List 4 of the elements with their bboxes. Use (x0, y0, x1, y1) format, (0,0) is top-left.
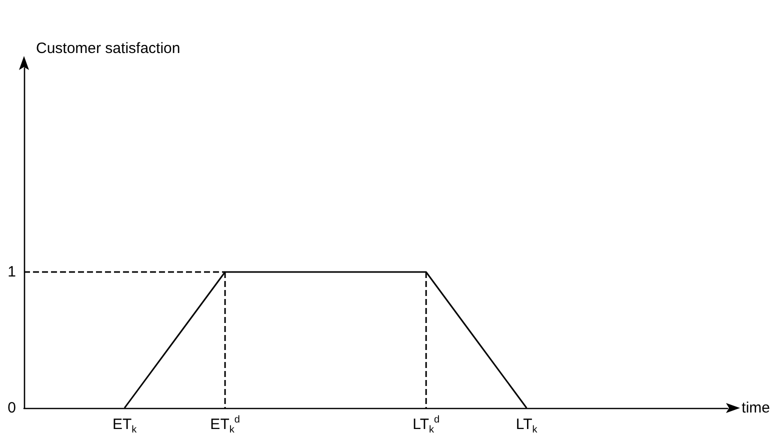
x-axis-title: time (742, 400, 770, 416)
y-tick-label: 0 (8, 400, 16, 416)
y-axis-title: Customer satisfaction (36, 40, 180, 57)
y-tick-label: 1 (8, 264, 16, 280)
